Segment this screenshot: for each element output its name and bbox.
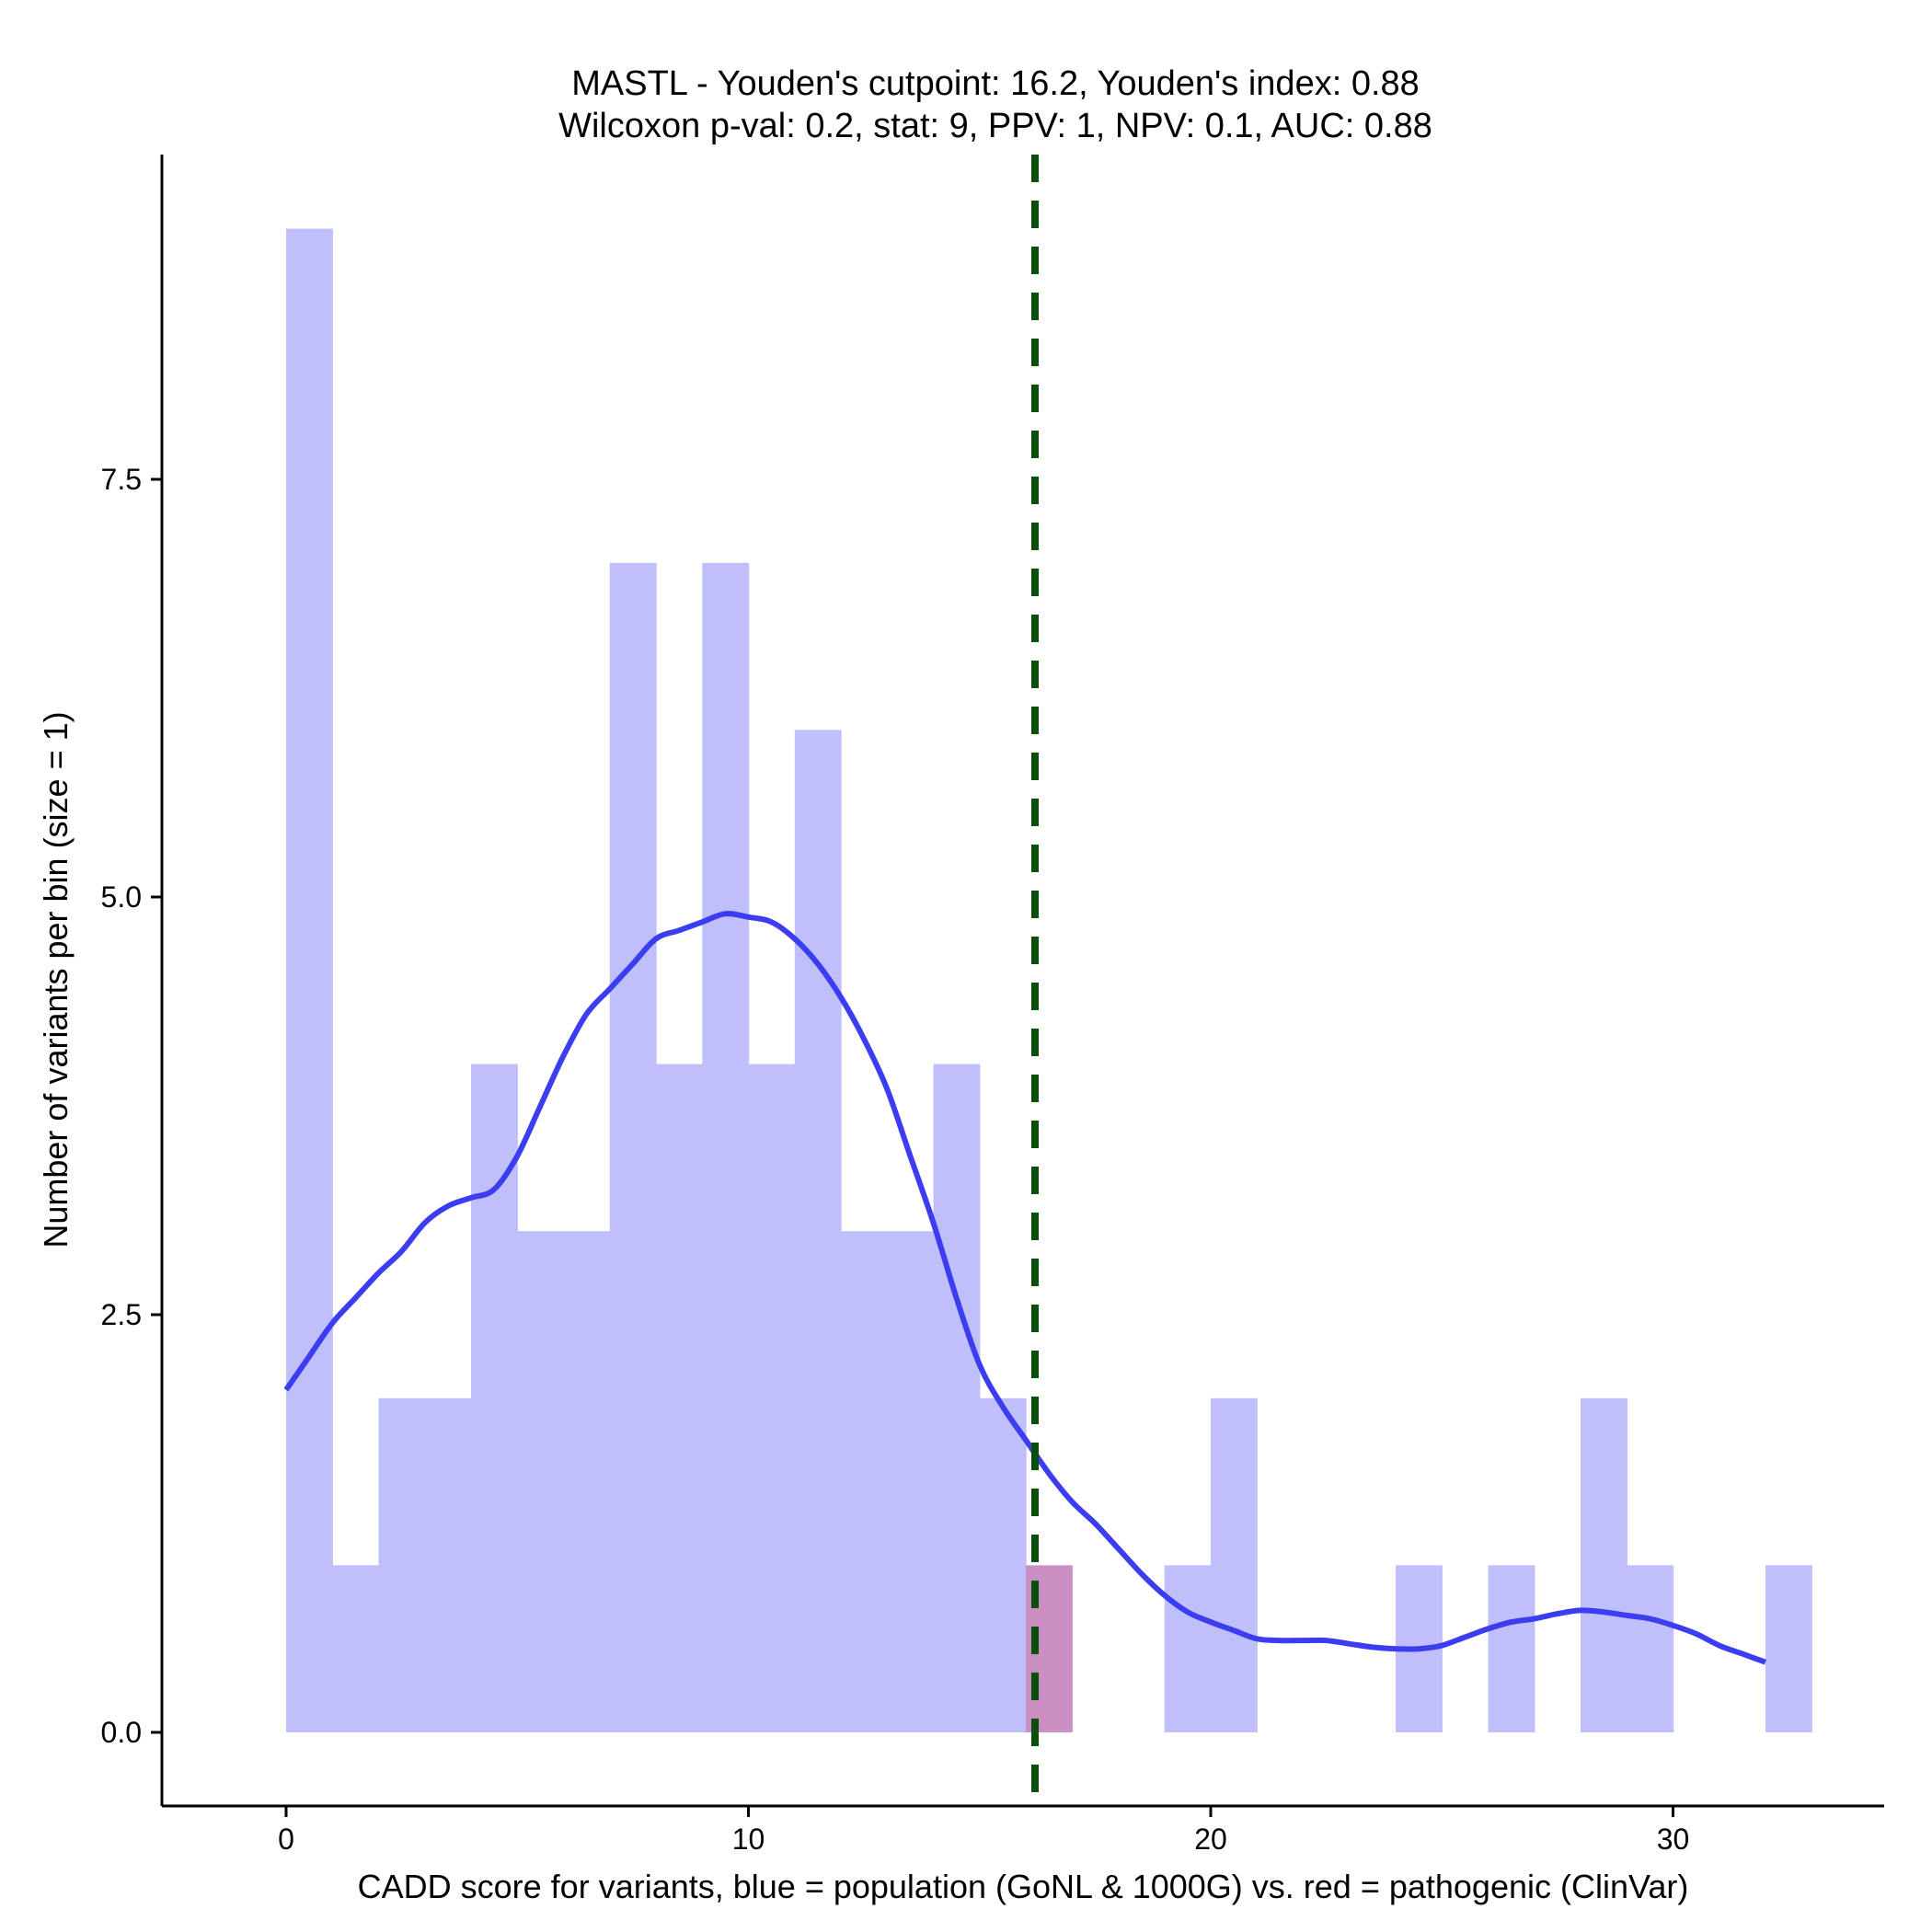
population-bar bbox=[1211, 1397, 1258, 1732]
population-bar bbox=[748, 1064, 796, 1732]
population-bar bbox=[841, 1231, 888, 1732]
density-curve bbox=[283, 911, 1767, 1665]
population-bar bbox=[1581, 1397, 1627, 1732]
population-bar bbox=[286, 228, 333, 1733]
x-axis-label: CADD score for variants, blue = populati… bbox=[358, 1868, 1689, 1905]
population-bar bbox=[1488, 1565, 1535, 1732]
x-tick-label: 30 bbox=[1657, 1823, 1690, 1856]
population-bar bbox=[609, 562, 657, 1732]
x-tick-label: 10 bbox=[732, 1823, 765, 1856]
population-bar bbox=[424, 1397, 472, 1732]
x-tick-label: 0 bbox=[278, 1823, 294, 1856]
population-bar bbox=[1765, 1565, 1812, 1732]
population-bar bbox=[563, 1231, 611, 1732]
population-bar bbox=[332, 1565, 380, 1732]
population-bar bbox=[794, 730, 842, 1732]
population-bar bbox=[656, 1064, 703, 1732]
population-bar bbox=[979, 1397, 1027, 1732]
x-tick-label: 20 bbox=[1194, 1823, 1227, 1856]
chart-subtitle: Wilcoxon p-val: 0.2, stat: 9, PPV: 1, NP… bbox=[558, 107, 1432, 145]
population-bar bbox=[887, 1231, 935, 1732]
population-bar bbox=[517, 1231, 565, 1732]
population-bar bbox=[378, 1397, 426, 1732]
y-axis-label: Number of variants per bin (size = 1) bbox=[37, 711, 75, 1248]
population-bar bbox=[471, 1064, 518, 1732]
population-bar bbox=[1164, 1565, 1212, 1732]
population-bar bbox=[933, 1064, 981, 1732]
density-layer bbox=[283, 911, 1767, 1665]
population-bar bbox=[702, 562, 750, 1732]
population-bar bbox=[1627, 1565, 1674, 1732]
chart-title: MASTL - Youden's cutpoint: 16.2, Youden'… bbox=[571, 64, 1420, 103]
y-axis-ticks: 0.0 2.5 5.0 7.5 bbox=[101, 463, 162, 1749]
y-tick-label: 2.5 bbox=[101, 1298, 142, 1331]
y-tick-label: 0.0 bbox=[101, 1716, 142, 1749]
x-axis-ticks: 0 10 20 30 bbox=[278, 1806, 1689, 1856]
y-tick-label: 7.5 bbox=[101, 463, 142, 496]
y-tick-label: 5.0 bbox=[101, 880, 142, 914]
population-bars bbox=[286, 228, 1812, 1733]
